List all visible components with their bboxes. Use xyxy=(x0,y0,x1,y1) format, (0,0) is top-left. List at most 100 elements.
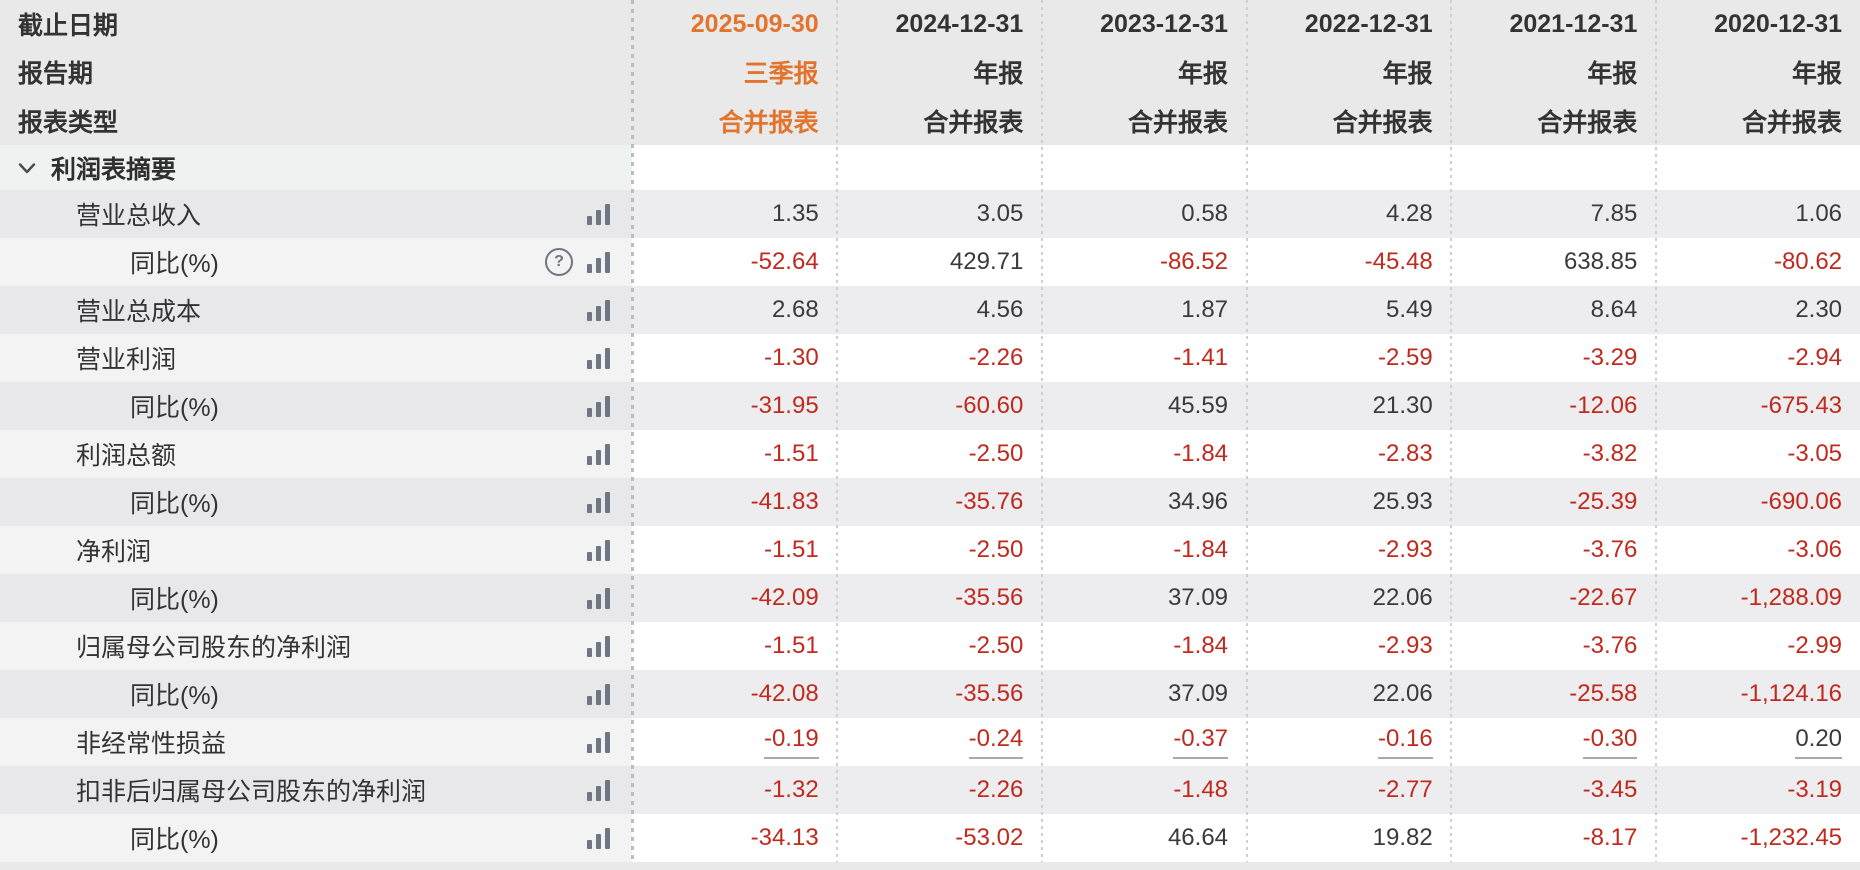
header-col-2021-12-31-date: 2021-12-31 xyxy=(1509,9,1638,38)
metric-value: 22.06 xyxy=(1372,680,1433,707)
metric-value: -3.05 xyxy=(1787,440,1843,467)
table-header: 截止日期 2025-09-30 2024-12-31 2023-12-31 2022-… xyxy=(0,0,1860,145)
row-label: 同比(%) xyxy=(130,586,219,614)
metric-value-cell: -2.94 xyxy=(1655,334,1860,382)
row-label: 同比(%) xyxy=(130,826,219,854)
bar-chart-icon[interactable] xyxy=(587,587,610,609)
table-body: 营业总收入 1.35 3.05 0.58 4.28 7.85 1.06 同比(%)? -52.6… xyxy=(0,190,1860,862)
metric-value-cell: -1.51 xyxy=(632,622,837,670)
row-icons xyxy=(587,299,610,321)
next-section-edge xyxy=(0,862,1860,870)
metric-value: 37.09 xyxy=(1167,680,1229,707)
header-row-report-type: 报表类型 合并报表 合并报表 合并报表 合并报表 合并报表 合并报表 xyxy=(0,96,1860,145)
bar-chart-icon[interactable] xyxy=(587,731,610,753)
metric-value: -3.06 xyxy=(1787,536,1843,563)
help-circle-icon[interactable]: ? xyxy=(545,248,573,276)
metric-value-cell: -1,232.45 xyxy=(1655,814,1860,862)
table-row: 扣非后归属母公司股东的净利润 -1.32 -2.26 -1.48 -2.77 -3.45 -… xyxy=(0,766,1860,814)
metric-value-cell: -25.58 xyxy=(1450,670,1656,718)
header-col-2023-12-31-date: 2023-12-31 xyxy=(1100,9,1229,38)
row-label: 利润总额 xyxy=(76,442,177,470)
metric-value: 22.06 xyxy=(1372,584,1433,611)
metric-value-cell: 46.64 xyxy=(1041,814,1247,862)
metric-value: -1.84 xyxy=(1173,536,1229,563)
metric-value: -2.50 xyxy=(968,632,1024,659)
bar-chart-icon[interactable] xyxy=(587,491,610,513)
header-col-2024-12-31-date: 2024-12-31 xyxy=(895,9,1024,38)
metric-value-cell: 5.49 xyxy=(1246,286,1451,334)
row-label-cell: 同比(%)? xyxy=(0,238,632,286)
metric-value: 5.49 xyxy=(1385,296,1433,323)
row-label: 营业总成本 xyxy=(76,298,202,326)
metric-value: -3.19 xyxy=(1787,776,1843,803)
table-row: 同比(%) -42.08 -35.56 37.09 22.06 -25.58 -1,124.… xyxy=(0,670,1860,718)
bar-chart-icon[interactable] xyxy=(587,203,610,225)
metric-value: 0.20 xyxy=(1795,725,1843,759)
row-icons xyxy=(587,635,610,657)
metric-value: 2.30 xyxy=(1795,296,1843,323)
metric-value-cell: -35.56 xyxy=(836,670,1042,718)
metric-value: -0.30 xyxy=(1582,725,1638,759)
section-toggle-income-statement[interactable]: 利润表摘要 xyxy=(0,145,632,190)
metric-value-cell: -3.45 xyxy=(1450,766,1656,814)
metric-value-cell: -53.02 xyxy=(836,814,1042,862)
row-icons xyxy=(587,347,610,369)
metric-value: -2.26 xyxy=(968,776,1024,803)
row-label: 同比(%) xyxy=(130,490,219,518)
metric-value-cell: -3.76 xyxy=(1450,526,1656,574)
metric-value: -2.50 xyxy=(968,440,1024,467)
metric-value: -2.94 xyxy=(1787,344,1843,371)
bar-chart-icon[interactable] xyxy=(587,299,610,321)
header-col-2022-12-31-report_type: 合并报表 xyxy=(1332,108,1433,137)
metric-value: -60.60 xyxy=(955,392,1024,419)
metric-value: -35.76 xyxy=(955,488,1024,515)
bar-chart-icon[interactable] xyxy=(587,539,610,561)
row-label-cell: 净利润 xyxy=(0,526,632,574)
bar-chart-icon[interactable] xyxy=(587,779,610,801)
row-label-cell: 非经常性损益 xyxy=(0,718,632,766)
header-col-2021-12-31-period: 年报 xyxy=(1587,60,1638,88)
metric-value: -2.93 xyxy=(1377,632,1433,659)
metric-value-cell: -0.24 xyxy=(836,718,1042,766)
metric-value-cell: 19.82 xyxy=(1246,814,1451,862)
bar-chart-icon[interactable] xyxy=(587,347,610,369)
metric-value-cell: -3.29 xyxy=(1450,334,1656,382)
metric-value: -25.39 xyxy=(1569,488,1638,515)
header-col-2020-12-31-period: 年报 xyxy=(1792,60,1843,88)
row-label: 同比(%) xyxy=(130,250,219,278)
metric-value: -2.83 xyxy=(1377,440,1433,467)
bar-chart-icon[interactable] xyxy=(587,827,610,849)
metric-value: 4.28 xyxy=(1385,200,1433,227)
header-col-2025-09-30-report_type: 合并报表 xyxy=(718,108,819,137)
metric-value: -1.30 xyxy=(763,344,819,371)
bar-chart-icon[interactable] xyxy=(587,395,610,417)
bar-chart-icon[interactable] xyxy=(587,683,610,705)
metric-value: 0.58 xyxy=(1181,200,1229,227)
bar-chart-icon[interactable] xyxy=(587,251,610,273)
section-values-spacer xyxy=(632,145,1860,190)
header-col-2025-09-30-period: 三季报 xyxy=(743,60,819,88)
metric-value-cell: -2.77 xyxy=(1246,766,1451,814)
metric-value-cell: -25.39 xyxy=(1450,478,1656,526)
metric-value-cell: -1,124.16 xyxy=(1655,670,1860,718)
metric-value-cell: -34.13 xyxy=(632,814,837,862)
metric-value-cell: -0.19 xyxy=(632,718,837,766)
bar-chart-icon[interactable] xyxy=(587,443,610,465)
metric-value: -42.09 xyxy=(750,584,819,611)
metric-value-cell: -35.56 xyxy=(836,574,1042,622)
metric-value-cell: -1,288.09 xyxy=(1655,574,1860,622)
metric-value-cell: 1.87 xyxy=(1041,286,1247,334)
row-label: 扣非后归属母公司股东的净利润 xyxy=(76,778,427,806)
row-label-cell: 扣非后归属母公司股东的净利润 xyxy=(0,766,632,814)
metric-value: -2.99 xyxy=(1787,632,1843,659)
row-label: 同比(%) xyxy=(130,682,219,710)
row-label: 营业总收入 xyxy=(76,202,202,230)
metric-value-cell: -60.60 xyxy=(836,382,1042,430)
metric-value: -3.76 xyxy=(1582,536,1638,563)
metric-value: 1.06 xyxy=(1795,200,1843,227)
metric-value-cell: -42.08 xyxy=(632,670,837,718)
row-icons xyxy=(587,203,610,225)
bar-chart-icon[interactable] xyxy=(587,635,610,657)
header-col-2021-12-31-report_type: 合并报表 xyxy=(1537,108,1638,137)
metric-value: -1.32 xyxy=(763,776,819,803)
